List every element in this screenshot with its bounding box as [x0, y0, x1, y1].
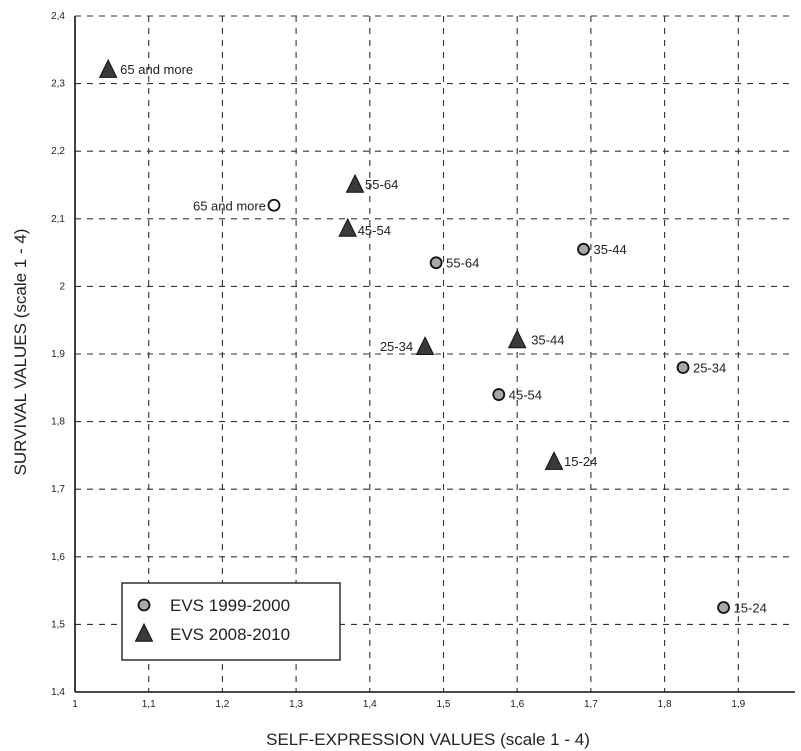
- legend: EVS 1999-2000 EVS 2008-2010: [121, 582, 341, 661]
- data-point-circle: [577, 242, 590, 256]
- data-point-circle: [717, 601, 730, 614]
- y-tick-label: 1,8: [51, 417, 65, 428]
- y-tick-label: 1,4: [51, 687, 65, 698]
- y-tick-label: 1,7: [51, 484, 65, 495]
- data-point-circle: [267, 198, 281, 212]
- data-label: 45-54: [358, 223, 391, 238]
- x-tick-label: 1,8: [658, 699, 672, 710]
- y-tick-label: 2,2: [51, 146, 65, 157]
- axes: [74, 16, 795, 693]
- x-tick-label: 1,7: [584, 699, 598, 710]
- data-label: 35-44: [594, 242, 627, 257]
- data-label: 15-24: [564, 454, 597, 469]
- y-axis-title: SURVIVAL VALUES (scale 1 - 4): [11, 229, 30, 476]
- y-tick-label: 2: [59, 281, 65, 292]
- data-points: 65 and more 55-64 45-54 35-44 25-34 15-24 65 a…: [98, 58, 767, 616]
- x-tick-label: 1,1: [142, 699, 156, 710]
- y-tick-label: 2,1: [51, 214, 65, 225]
- data-point-triangle: [415, 336, 435, 356]
- legend-marker-circle: [137, 598, 151, 612]
- tick-labels: 1 1,1 1,2 1,3 1,4 1,5 1,6 1,7 1,8 1,9 1,4 1,5 1,6 1,7…: [51, 11, 746, 710]
- data-point-circle: [676, 361, 690, 374]
- y-tick-label: 2,3: [51, 79, 65, 90]
- data-label: 15-24: [734, 601, 767, 616]
- data-point-circle: [429, 256, 443, 270]
- legend-entry-label: EVS 1999-2000: [170, 596, 290, 615]
- x-tick-label: 1,9: [731, 699, 745, 710]
- x-tick-label: 1,4: [363, 699, 377, 710]
- x-tick-label: 1,6: [510, 699, 524, 710]
- data-label: 25-34: [380, 339, 413, 354]
- legend-box: [121, 582, 341, 661]
- data-point-triangle: [345, 173, 365, 193]
- data-point-triangle: [507, 329, 527, 349]
- data-label: 35-44: [531, 332, 564, 347]
- data-point-triangle: [338, 217, 357, 237]
- data-point-triangle: [98, 58, 118, 78]
- legend-marker-triangle: [134, 622, 154, 642]
- data-label: 65 and more: [193, 198, 266, 213]
- x-tick-label: 1,5: [437, 699, 451, 710]
- grid-lines: [75, 15, 795, 692]
- data-label: 55-64: [365, 177, 398, 192]
- data-point-triangle: [544, 451, 564, 470]
- x-tick-label: 1,2: [215, 699, 229, 710]
- data-label: 55-64: [446, 256, 479, 271]
- data-point-circle: [492, 388, 506, 401]
- data-label: 65 and more: [120, 62, 193, 77]
- y-tick-label: 1,9: [51, 349, 65, 360]
- x-tick-label: 1,3: [289, 699, 303, 710]
- x-tick-label: 1: [72, 699, 78, 710]
- legend-entry-label: EVS 2008-2010: [170, 625, 290, 644]
- data-label: 25-34: [693, 361, 726, 376]
- data-label: 45-54: [509, 388, 542, 403]
- x-axis-title: SELF-EXPRESSION VALUES (scale 1 - 4): [266, 730, 590, 749]
- y-tick-label: 1,6: [51, 552, 65, 563]
- y-tick-label: 1,5: [51, 619, 65, 630]
- y-tick-label: 2,4: [51, 11, 65, 22]
